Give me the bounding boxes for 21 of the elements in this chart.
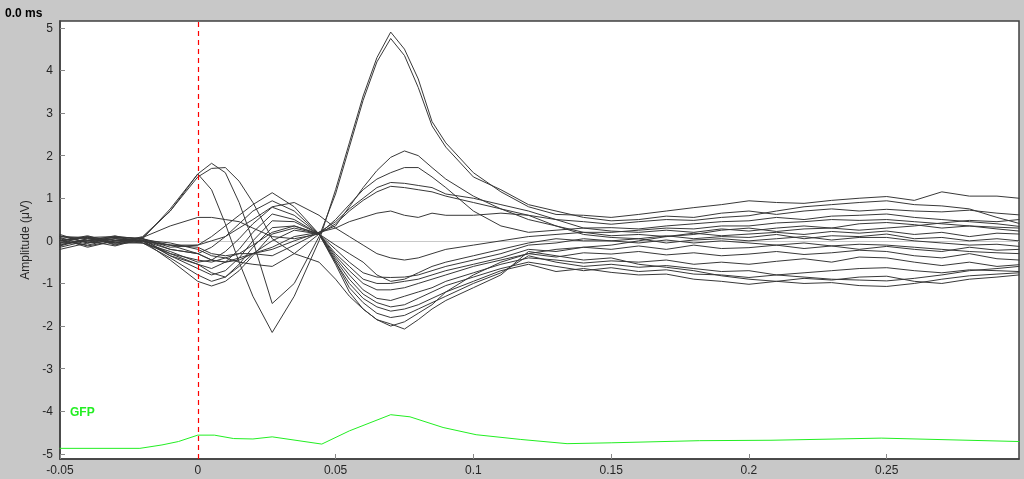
y-tick-label: 3 bbox=[46, 106, 54, 121]
y-tick-label: 0 bbox=[46, 233, 54, 248]
y-tick-label: -1 bbox=[42, 276, 54, 291]
y-tick-label: -5 bbox=[42, 446, 54, 461]
x-tick-label: 0.2 bbox=[740, 463, 758, 477]
y-tick-label: 4 bbox=[46, 63, 54, 78]
x-tick-label: -0.05 bbox=[46, 463, 74, 477]
y-tick-label: -3 bbox=[42, 361, 54, 376]
y-tick-label: -4 bbox=[42, 404, 54, 419]
x-tick-label: 0.1 bbox=[465, 463, 483, 477]
y-tick-label: 5 bbox=[46, 20, 54, 35]
y-tick-label: 1 bbox=[46, 191, 54, 206]
y-axis-title: Amplitude (μV) bbox=[18, 200, 33, 280]
chart-title: 0.0 ms bbox=[5, 6, 43, 20]
y-tick-label: -2 bbox=[42, 319, 54, 334]
x-tick-label: 0 bbox=[194, 463, 202, 477]
x-tick-label: 0.25 bbox=[875, 463, 899, 477]
text: GFP bbox=[70, 405, 95, 420]
y-tick-label: 2 bbox=[46, 148, 54, 163]
x-tick-label: 0.15 bbox=[599, 463, 624, 477]
x-tick-label: 0.05 bbox=[323, 463, 348, 477]
